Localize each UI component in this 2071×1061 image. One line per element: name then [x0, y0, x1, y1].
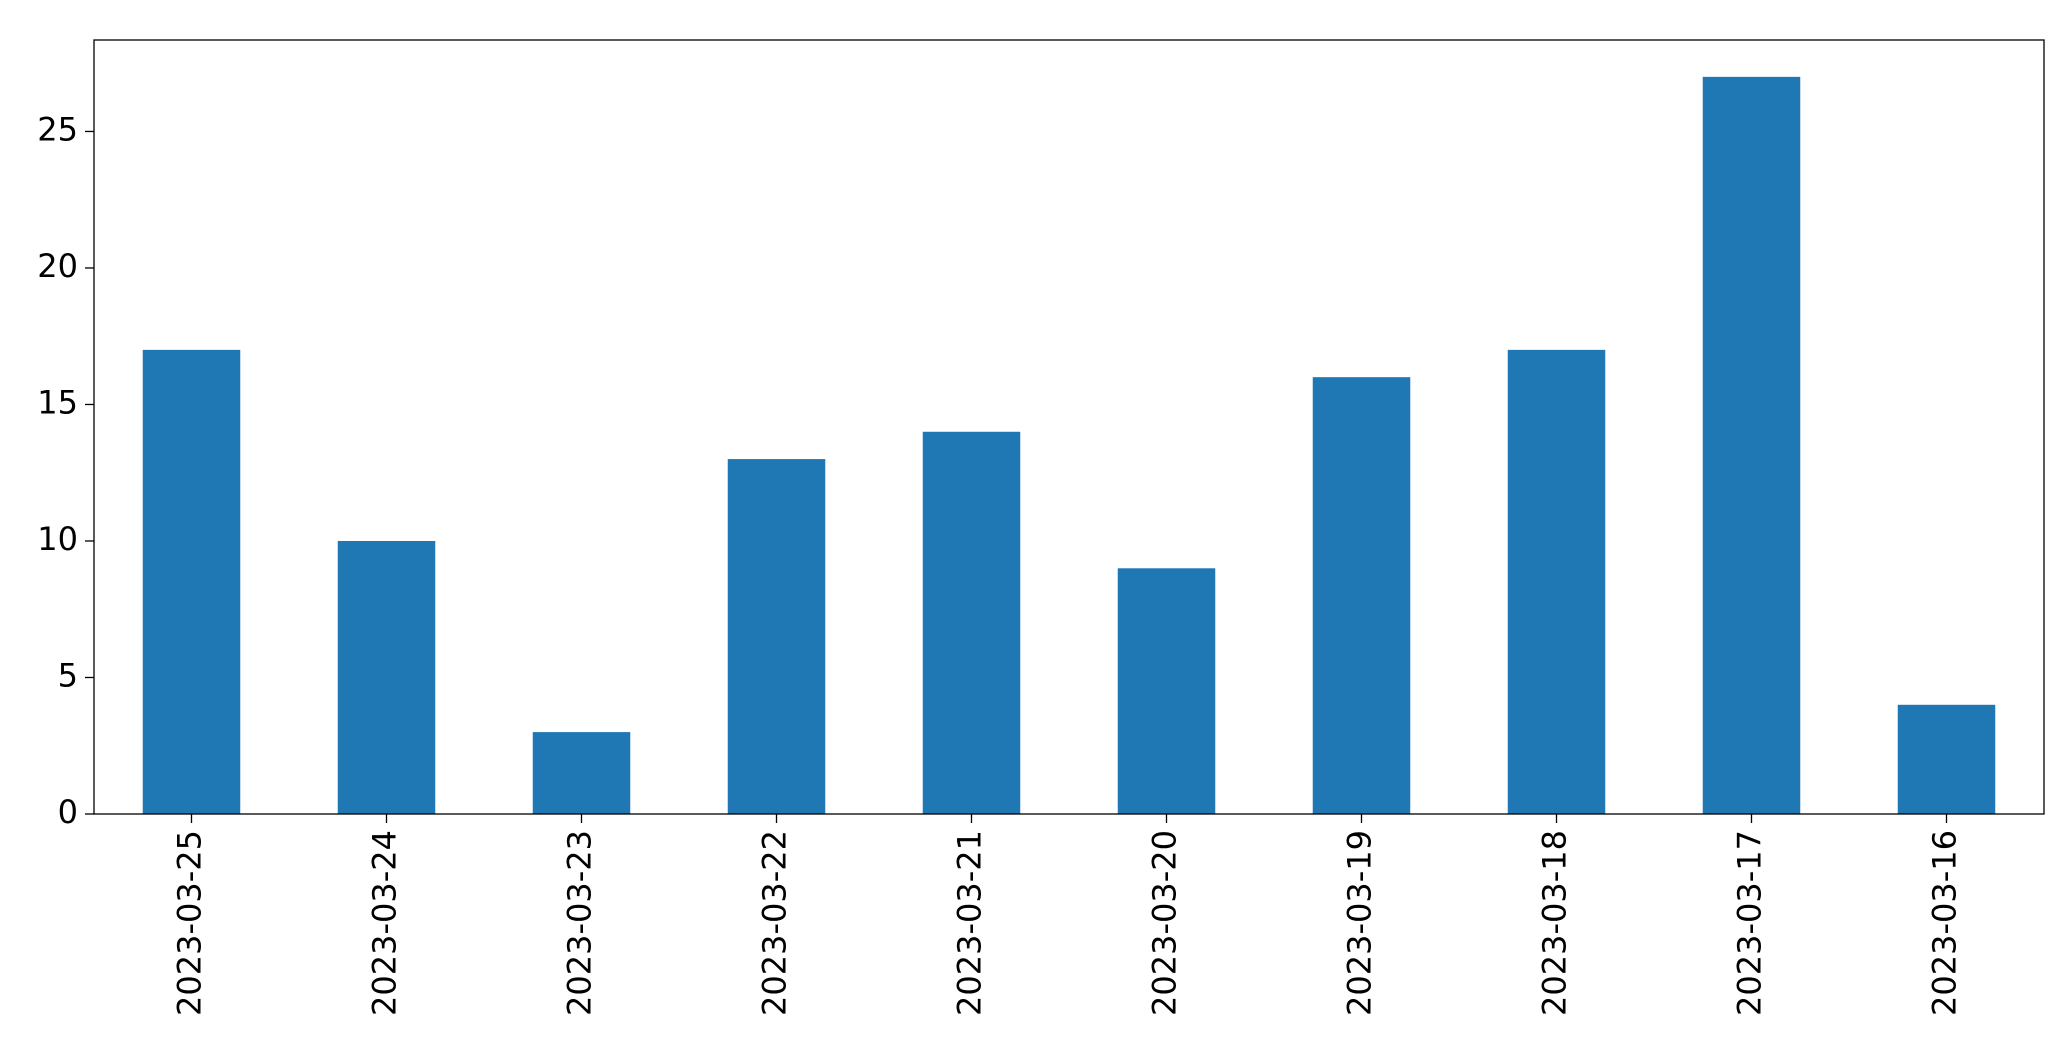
bar: [532, 732, 631, 814]
x-tick-label: 2023-03-24: [366, 830, 404, 1016]
x-tick-label: 2023-03-23: [561, 830, 599, 1016]
bar: [142, 349, 241, 814]
y-tick-label: 10: [37, 520, 78, 558]
x-tick-label: 2023-03-18: [1536, 830, 1574, 1016]
x-tick-label: 2023-03-17: [1731, 830, 1769, 1016]
x-tick-label: 2023-03-16: [1926, 830, 1964, 1016]
bar: [727, 459, 826, 814]
x-tick-label: 2023-03-21: [951, 830, 989, 1016]
x-tick-label: 2023-03-20: [1146, 830, 1184, 1016]
bar: [337, 540, 436, 814]
y-tick-label: 20: [37, 247, 78, 285]
y-tick-label: 25: [37, 110, 78, 148]
bar: [1312, 377, 1411, 814]
bar: [1507, 349, 1606, 814]
x-tick-label: 2023-03-25: [171, 830, 209, 1016]
x-tick-label: 2023-03-19: [1341, 830, 1379, 1016]
bar: [1117, 568, 1216, 814]
y-tick-label: 5: [58, 656, 78, 694]
x-tick-label: 2023-03-22: [756, 830, 794, 1016]
bar: [1702, 76, 1801, 815]
bar: [1897, 704, 1996, 814]
bar: [922, 431, 1021, 814]
y-tick-label: 15: [37, 383, 78, 421]
plot-frame: [93, 39, 2045, 815]
y-tick-label: 0: [58, 793, 78, 831]
